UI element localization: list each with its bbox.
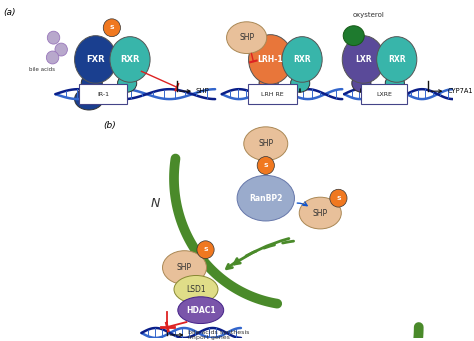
Ellipse shape	[197, 241, 214, 258]
Text: S: S	[336, 196, 341, 201]
Text: RXR: RXR	[293, 55, 311, 64]
Text: S: S	[203, 247, 208, 252]
Ellipse shape	[259, 74, 278, 92]
Ellipse shape	[342, 36, 384, 83]
Ellipse shape	[377, 37, 417, 82]
Ellipse shape	[47, 31, 60, 44]
Text: (b): (b)	[103, 121, 116, 130]
Text: LSD1: LSD1	[186, 285, 206, 294]
Text: SHP: SHP	[258, 139, 273, 148]
Text: (a): (a)	[3, 8, 15, 17]
Ellipse shape	[330, 189, 347, 207]
Text: SHP: SHP	[313, 209, 328, 218]
Ellipse shape	[74, 88, 103, 110]
Text: HDAC1: HDAC1	[186, 306, 216, 315]
Ellipse shape	[46, 51, 59, 64]
Text: RanBP2: RanBP2	[249, 194, 283, 203]
Ellipse shape	[74, 36, 117, 83]
FancyBboxPatch shape	[79, 84, 127, 104]
Ellipse shape	[118, 74, 137, 92]
Text: S: S	[264, 163, 268, 168]
Ellipse shape	[248, 35, 292, 84]
Text: LXRE: LXRE	[376, 92, 392, 97]
Text: SHP: SHP	[239, 33, 254, 42]
Ellipse shape	[55, 43, 67, 56]
Ellipse shape	[385, 74, 404, 92]
Ellipse shape	[299, 197, 341, 229]
Ellipse shape	[227, 22, 267, 54]
Text: SHP: SHP	[196, 88, 210, 94]
Ellipse shape	[291, 74, 310, 92]
Ellipse shape	[282, 37, 322, 82]
Text: bile acids synthesis
import genes: bile acids synthesis import genes	[188, 329, 250, 340]
Ellipse shape	[352, 74, 371, 92]
Text: FXR: FXR	[86, 55, 105, 64]
Text: LRH RE: LRH RE	[261, 92, 284, 97]
Text: bile acids: bile acids	[29, 67, 55, 72]
Ellipse shape	[110, 37, 150, 82]
Text: RXR: RXR	[388, 55, 406, 64]
Ellipse shape	[103, 19, 120, 37]
Ellipse shape	[257, 157, 274, 174]
Text: oxysterol: oxysterol	[352, 12, 384, 18]
Text: LXR: LXR	[355, 55, 372, 64]
Ellipse shape	[237, 175, 294, 221]
Text: IR-1: IR-1	[97, 92, 109, 97]
FancyBboxPatch shape	[247, 84, 297, 104]
Ellipse shape	[81, 73, 102, 93]
Ellipse shape	[244, 127, 288, 161]
Text: RXR: RXR	[120, 55, 140, 64]
Text: N: N	[150, 197, 160, 210]
FancyBboxPatch shape	[361, 84, 407, 104]
Ellipse shape	[163, 251, 207, 284]
Ellipse shape	[178, 297, 224, 324]
Text: LRH-1: LRH-1	[258, 55, 283, 64]
Text: S: S	[109, 25, 114, 30]
Ellipse shape	[343, 26, 364, 46]
Ellipse shape	[174, 276, 218, 303]
Text: CYP7A1: CYP7A1	[447, 88, 473, 94]
Text: SHP: SHP	[177, 263, 192, 272]
